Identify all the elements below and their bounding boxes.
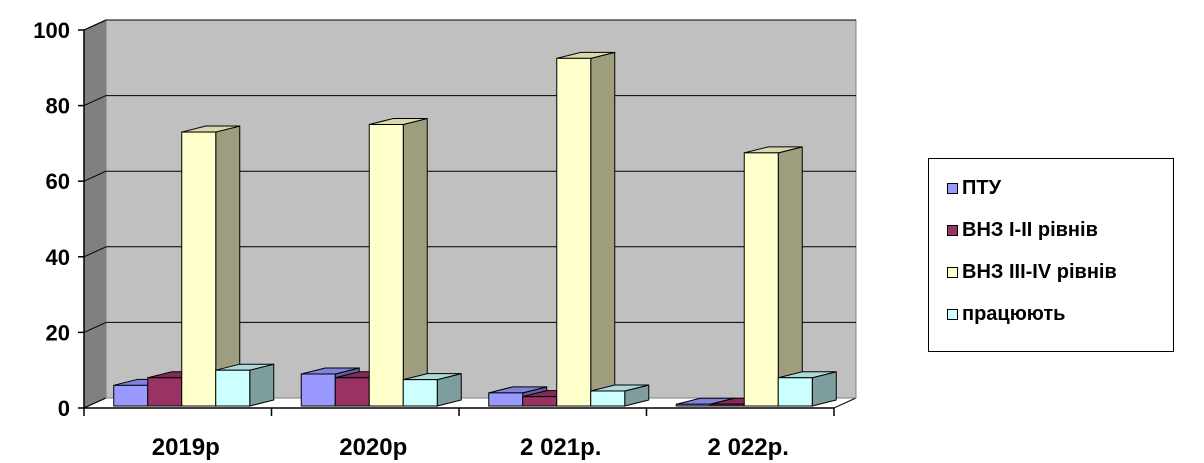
bar-front xyxy=(488,392,524,407)
bar xyxy=(743,146,803,407)
legend-swatch xyxy=(947,182,958,194)
bar-front xyxy=(300,373,336,407)
x-tick-label: 2020р xyxy=(339,434,407,461)
y-tick-label: 20 xyxy=(46,320,70,345)
legend-label: ПТУ xyxy=(962,176,1002,199)
gridline-wall xyxy=(83,95,107,107)
bar-front xyxy=(368,124,404,407)
bar-front xyxy=(147,377,183,407)
legend-swatch xyxy=(947,308,958,320)
legend-label: ВНЗ ІІІ-ІV рівнів xyxy=(962,260,1117,283)
y-tick-label: 80 xyxy=(46,94,70,119)
y-tick-label: 0 xyxy=(58,396,70,421)
bar xyxy=(556,51,616,407)
legend-item: ВНЗ І-ІІ рівнів xyxy=(947,219,1098,241)
bar-front xyxy=(709,403,745,407)
gridline-wall xyxy=(83,246,107,258)
bar-side xyxy=(402,117,428,407)
bar-front xyxy=(675,403,711,407)
x-axis-labels: 2019р 2020р 2 021р. 2 022р. xyxy=(83,408,835,461)
bar-side xyxy=(249,363,275,407)
bar-side xyxy=(215,125,241,407)
bar xyxy=(590,384,650,407)
bar-front xyxy=(402,379,438,407)
bar xyxy=(368,117,428,407)
bar-front xyxy=(181,131,217,407)
legend-item: працюють xyxy=(947,303,1065,325)
gridline-wall xyxy=(83,19,107,31)
bar xyxy=(181,125,241,407)
y-tick-label: 100 xyxy=(33,18,70,43)
bar-side xyxy=(777,146,803,407)
bar xyxy=(215,363,275,407)
y-tick-label: 60 xyxy=(46,169,70,194)
x-tick-label: 2 021р. xyxy=(520,434,601,461)
legend-item: ПТУ xyxy=(947,177,1001,199)
legend-swatch xyxy=(947,224,958,236)
bar xyxy=(402,373,462,407)
gridline-wall xyxy=(83,321,107,333)
y-axis-ticks: 0 20 40 60 80 100 xyxy=(33,18,84,421)
bar-front xyxy=(777,377,813,407)
bar-front xyxy=(215,369,251,407)
legend-item: ВНЗ ІІІ-ІV рівнів xyxy=(947,261,1117,283)
legend-label: працюють xyxy=(962,302,1066,325)
legend: ПТУ ВНЗ І-ІІ рівнів ВНЗ ІІІ-ІV рівнів працю… xyxy=(928,158,1174,352)
legend-label: ВНЗ І-ІІ рівнів xyxy=(962,218,1098,241)
bar-front xyxy=(334,377,370,407)
legend-swatch xyxy=(947,266,958,278)
bar-side xyxy=(590,51,616,407)
bar-front xyxy=(113,384,149,407)
bar xyxy=(777,371,837,407)
bar-front xyxy=(743,152,779,407)
y-tick-label: 40 xyxy=(46,245,70,270)
bar-front xyxy=(522,396,558,407)
bar-front xyxy=(556,57,592,407)
side-wall xyxy=(83,19,107,409)
x-tick-label: 2 022р. xyxy=(708,434,789,461)
gridline-wall xyxy=(83,170,107,182)
x-tick-label: 2019р xyxy=(152,434,220,461)
bar-front xyxy=(590,390,626,407)
bars xyxy=(113,51,837,407)
